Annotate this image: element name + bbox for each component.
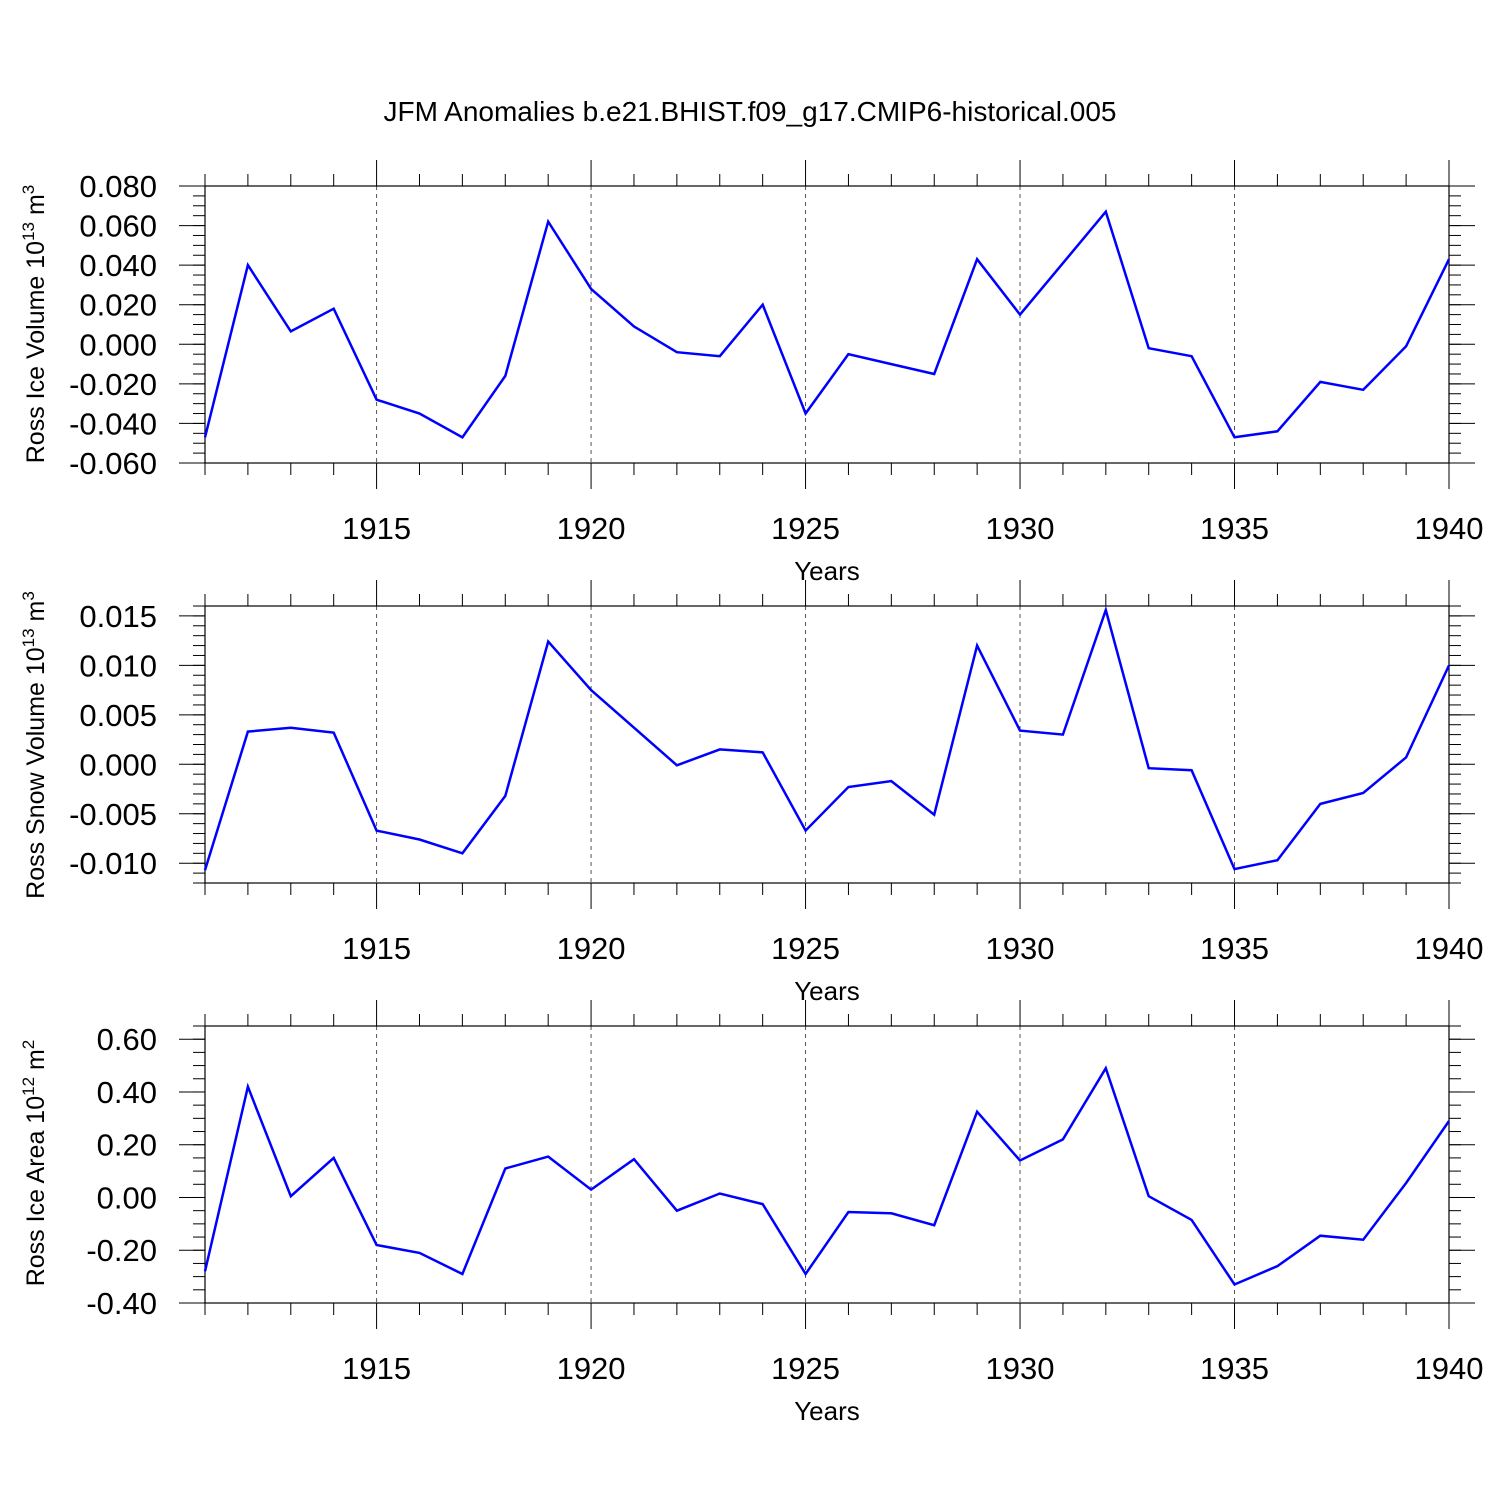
y-tick-label: -0.40 xyxy=(86,1286,157,1321)
y-tick-label: 0.40 xyxy=(97,1075,157,1110)
y-tick-label: -0.040 xyxy=(69,406,157,441)
x-tick-label: 1915 xyxy=(342,931,411,966)
x-tick-label: 1930 xyxy=(986,931,1055,966)
y-tick-label: 0.020 xyxy=(79,288,157,323)
x-tick-label: 1925 xyxy=(771,511,840,546)
y-tick-label: 0.015 xyxy=(79,599,157,634)
y-tick-label: 0.000 xyxy=(79,327,157,362)
x-axis-label: Years xyxy=(794,976,860,1006)
y-tick-label: 0.010 xyxy=(79,648,157,683)
y-tick-label: 0.00 xyxy=(97,1180,157,1215)
y-axis-label: Ross Snow Volume 1013 m3 xyxy=(19,591,50,899)
x-tick-label: 1920 xyxy=(557,931,626,966)
series-line xyxy=(203,209,1451,439)
y-tick-label: 0.005 xyxy=(79,698,157,733)
y-tick-label: -0.010 xyxy=(69,846,157,881)
y-axis-label: Ross Ice Area 1012 m2 xyxy=(19,1040,50,1287)
y-tick-label: 0.060 xyxy=(79,209,157,244)
x-tick-label: 1935 xyxy=(1200,1351,1269,1386)
y-tick-label: 0.040 xyxy=(79,248,157,283)
series-line xyxy=(203,605,1451,871)
x-tick-label: 1925 xyxy=(771,1351,840,1386)
x-axis-label: Years xyxy=(794,556,860,586)
plot-frame xyxy=(204,605,1450,884)
x-tick-label: 1935 xyxy=(1200,931,1269,966)
y-axis-label: Ross Ice Volume 1013 m3 xyxy=(19,185,50,464)
x-tick-label: 1930 xyxy=(986,1351,1055,1386)
x-axis-label: Years xyxy=(794,1396,860,1426)
y-tick-label: -0.020 xyxy=(69,367,157,402)
plot-frame xyxy=(204,185,1450,464)
y-tick-label: 0.000 xyxy=(79,747,157,782)
x-tick-label: 1920 xyxy=(557,1351,626,1386)
y-tick-label: -0.060 xyxy=(69,446,157,481)
y-tick-label: 0.60 xyxy=(97,1022,157,1057)
x-tick-label: 1925 xyxy=(771,931,840,966)
y-tick-label: 0.080 xyxy=(79,169,157,204)
plot-frame xyxy=(204,1025,1450,1304)
x-tick-label: 1940 xyxy=(1415,931,1484,966)
x-tick-label: 1940 xyxy=(1415,511,1484,546)
x-tick-label: 1915 xyxy=(342,1351,411,1386)
figure-title: JFM Anomalies b.e21.BHIST.f09_g17.CMIP6-… xyxy=(383,96,1117,127)
snow-volume-panel: -0.010 -0.005 0.000 0.005 0.010 0.015 1915 1920… xyxy=(19,580,1483,1006)
x-tick-label: 1915 xyxy=(342,511,411,546)
y-tick-label: 0.20 xyxy=(97,1128,157,1163)
x-tick-label: 1930 xyxy=(986,511,1055,546)
ice-area-panel: -0.40 -0.20 0.00 0.20 0.40 0.60 1915 1920 1925 19… xyxy=(19,1000,1483,1426)
y-tick-label: -0.005 xyxy=(69,797,157,832)
x-tick-label: 1940 xyxy=(1415,1351,1484,1386)
ice-volume-panel: -0.060 -0.040 -0.020 0.000 0.020 0.040 0.060 0.… xyxy=(19,160,1483,586)
y-tick-label: -0.20 xyxy=(86,1233,157,1268)
x-tick-label: 1935 xyxy=(1200,511,1269,546)
x-tick-label: 1920 xyxy=(557,511,626,546)
series-line xyxy=(203,1065,1451,1287)
